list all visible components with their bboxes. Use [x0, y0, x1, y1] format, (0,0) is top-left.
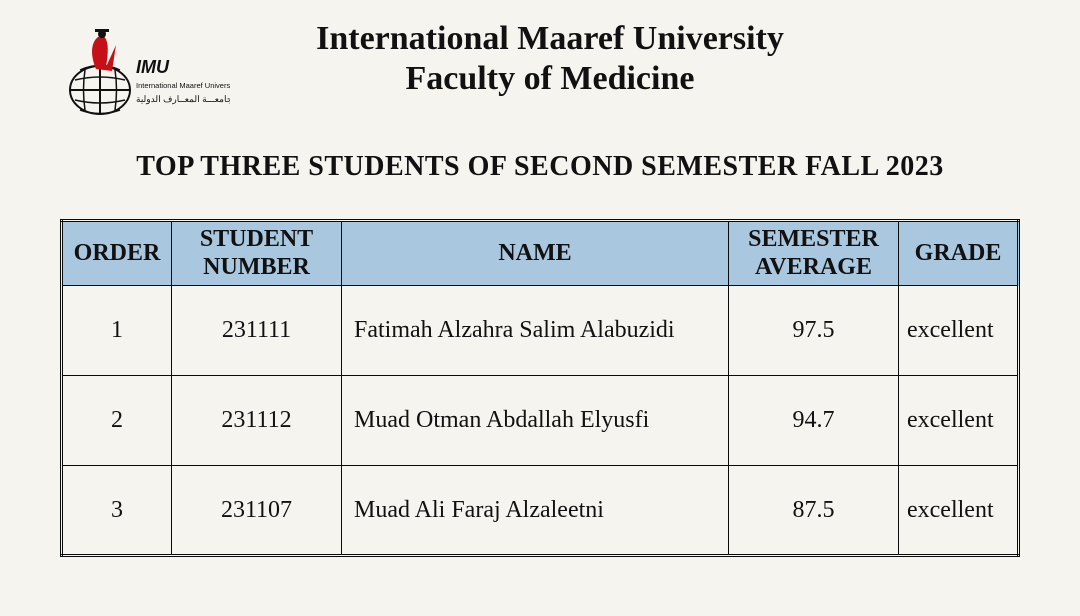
logo-abbrev: IMU	[136, 57, 170, 77]
table-header-row: ORDER STUDENT NUMBER NAME SEMESTER AVERA…	[62, 221, 1019, 286]
university-logo: IMU International Maaref University جامع…	[60, 25, 230, 125]
page-subtitle: TOP THREE STUDENTS OF SECOND SEMESTER FA…	[60, 151, 1020, 183]
cell-average: 94.7	[729, 376, 899, 466]
table-row: 1 231111 Fatimah Alzahra Salim Alabuzidi…	[62, 286, 1019, 376]
col-header-grade: GRADE	[899, 221, 1019, 286]
cell-student-number: 231107	[172, 466, 342, 556]
cell-grade: excellent	[899, 376, 1019, 466]
title-line-2: Faculty of Medicine	[250, 60, 850, 98]
cell-order: 3	[62, 466, 172, 556]
title-line-1: International Maaref University	[250, 20, 850, 58]
cell-name: Muad Ali Faraj Alzaleetni	[342, 466, 729, 556]
col-header-student-number: STUDENT NUMBER	[172, 221, 342, 286]
cell-order: 1	[62, 286, 172, 376]
top-students-table: ORDER STUDENT NUMBER NAME SEMESTER AVERA…	[60, 219, 1020, 557]
cell-student-number: 231112	[172, 376, 342, 466]
header: IMU International Maaref University جامع…	[60, 20, 1020, 125]
cell-student-number: 231111	[172, 286, 342, 376]
cell-name: Fatimah Alzahra Salim Alabuzidi	[342, 286, 729, 376]
cell-average: 87.5	[729, 466, 899, 556]
col-header-semester-average: SEMESTER AVERAGE	[729, 221, 899, 286]
col-header-name: NAME	[342, 221, 729, 286]
cell-name: Muad Otman Abdallah Elyusfi	[342, 376, 729, 466]
table-row: 3 231107 Muad Ali Faraj Alzaleetni 87.5 …	[62, 466, 1019, 556]
col-header-order: ORDER	[62, 221, 172, 286]
logo-text-ar: جامعـــة المعــارف الدولية	[136, 94, 230, 105]
title-block: International Maaref University Faculty …	[250, 20, 1020, 98]
cell-order: 2	[62, 376, 172, 466]
cell-grade: excellent	[899, 466, 1019, 556]
table-row: 2 231112 Muad Otman Abdallah Elyusfi 94.…	[62, 376, 1019, 466]
cell-grade: excellent	[899, 286, 1019, 376]
table-body: 1 231111 Fatimah Alzahra Salim Alabuzidi…	[62, 286, 1019, 556]
cell-average: 97.5	[729, 286, 899, 376]
logo-text-en: International Maaref University	[136, 81, 230, 90]
